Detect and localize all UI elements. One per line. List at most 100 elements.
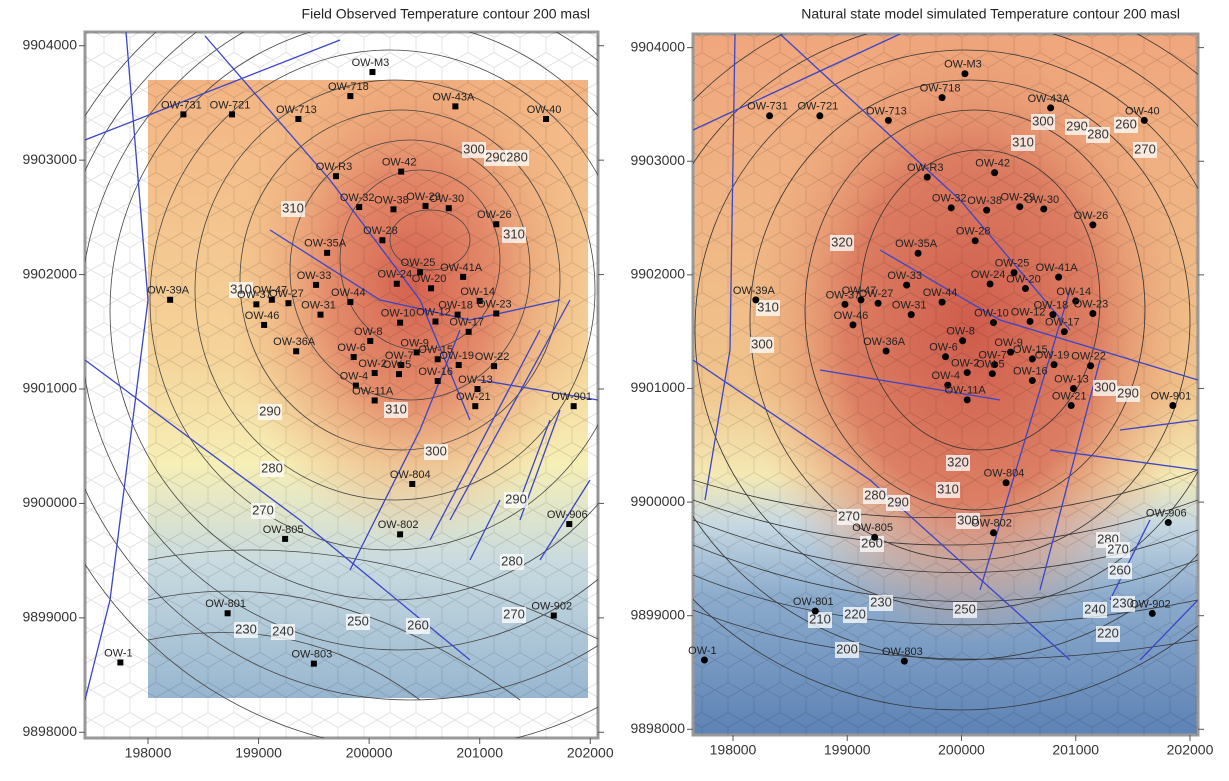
well-marker (903, 282, 910, 289)
well-label: OW-801 (205, 598, 246, 610)
well-label: OW-27 (269, 288, 304, 300)
contour-label: 250 (347, 613, 369, 628)
well-marker (991, 169, 998, 176)
x-tick-label: 201000 (1052, 742, 1099, 758)
contour-label: 310 (503, 226, 525, 241)
well-label: OW-19 (1035, 350, 1070, 362)
well-marker (1089, 221, 1096, 228)
well-label: OW-40 (527, 104, 562, 116)
y-tick-label: 9903000 (22, 151, 77, 167)
contour-label: 280 (261, 460, 283, 475)
contour-label: 310 (282, 200, 304, 215)
well-marker (961, 70, 968, 77)
well-marker (959, 337, 966, 344)
well-label: OW-16 (418, 366, 453, 378)
contour-label: 320 (831, 234, 853, 249)
well-marker (1047, 104, 1054, 111)
well-marker (295, 116, 301, 122)
well-label: OW-37 (237, 289, 272, 301)
well-marker (766, 112, 773, 119)
page: {"panels": [ {"title": "Field Observed T… (0, 0, 1229, 776)
well-label: OW-902 (531, 600, 572, 612)
well-marker (1169, 402, 1176, 409)
well-label: OW-22 (1071, 351, 1106, 363)
well-marker (1068, 402, 1075, 409)
well-marker (372, 370, 378, 376)
well-marker (883, 347, 890, 354)
y-tick-label: 9901000 (630, 379, 685, 395)
contour-label: 240 (1084, 601, 1106, 616)
well-label: OW-35A (304, 238, 347, 250)
well-marker (1027, 318, 1034, 325)
well-marker (871, 534, 878, 541)
x-tick-label: 201000 (456, 745, 503, 761)
well-label: OW-14 (460, 286, 495, 298)
well-marker (333, 173, 339, 179)
contour-label: 270 (1134, 141, 1156, 156)
well-marker (396, 371, 402, 377)
well-marker (964, 369, 971, 376)
well-label: OW-22 (475, 351, 510, 363)
well-label: OW-17 (449, 317, 484, 329)
well-marker (317, 312, 323, 318)
x-tick-label: 202000 (567, 745, 614, 761)
well-marker (351, 354, 357, 360)
well-label: OW-28 (363, 225, 398, 237)
well-marker (1055, 274, 1062, 281)
contour-label: 220 (1097, 625, 1119, 640)
y-tick-label: 9898000 (22, 723, 77, 739)
well-marker (432, 318, 438, 324)
x-tick-label: 198000 (710, 742, 757, 758)
well-label: OW-39A (733, 285, 776, 297)
well-marker (428, 285, 434, 291)
well-marker (493, 310, 499, 316)
well-label: OW-721 (797, 101, 838, 113)
y-tick-label: 9901000 (22, 380, 77, 396)
well-label: OW-804 (984, 468, 1025, 480)
well-label: OW-31 (892, 300, 927, 312)
well-marker (1029, 377, 1036, 384)
well-label: OW-21 (1052, 390, 1087, 402)
well-label: OW-16 (1013, 365, 1048, 377)
well-label: OW-39A (147, 285, 190, 297)
well-label: OW-14 (1056, 286, 1091, 298)
well-marker (1061, 328, 1068, 335)
well-label: OW-906 (1146, 507, 1187, 519)
well-label: OW-41A (1036, 262, 1079, 274)
contour-label: 260 (407, 617, 429, 632)
contour-label: 310 (1012, 134, 1034, 149)
well-marker (1089, 310, 1096, 317)
contour-label: 270 (252, 502, 274, 517)
well-label: OW-25 (401, 257, 436, 269)
y-tick-label: 9903000 (630, 152, 685, 168)
well-marker (435, 378, 441, 384)
well-label: OW-1 (104, 647, 133, 659)
well-label: OW-804 (390, 469, 431, 481)
well-marker (571, 403, 577, 409)
well-label: OW-27 (859, 288, 894, 300)
well-marker (456, 362, 462, 368)
well-marker (701, 657, 708, 664)
well-marker (915, 250, 922, 257)
x-tick-label: 200000 (938, 742, 985, 758)
contour-label: 320 (947, 454, 969, 469)
contour-label: 230 (235, 621, 257, 636)
well-label: OW-28 (956, 226, 991, 238)
well-marker (452, 103, 458, 109)
well-label: OW-801 (793, 596, 834, 608)
contour-label: 300 (425, 443, 447, 458)
well-label: OW-R3 (907, 162, 943, 174)
contour-label: 290 (505, 491, 527, 506)
x-tick-label: 199000 (235, 745, 282, 761)
well-marker (875, 300, 882, 307)
y-tick-label: 9900000 (630, 493, 685, 509)
well-label: OW-43A (432, 91, 475, 103)
contour-label: 310 (385, 401, 407, 416)
well-marker (990, 319, 997, 326)
well-label: OW-42 (382, 157, 417, 169)
well-label: OW-713 (276, 104, 317, 116)
well-label: OW-33 (297, 270, 332, 282)
well-label: OW-38 (374, 194, 409, 206)
well-label: OW-5 (383, 359, 412, 371)
well-label: OW-33 (887, 270, 922, 282)
